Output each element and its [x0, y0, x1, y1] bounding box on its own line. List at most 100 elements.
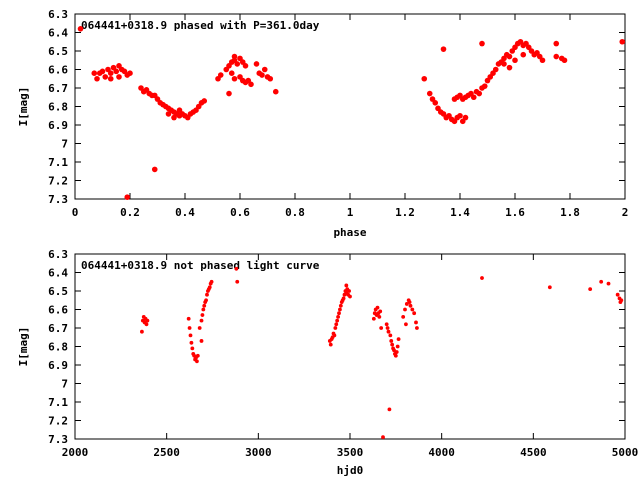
- plot-frame: [74, 253, 626, 440]
- x-axis-label: hjd0: [337, 464, 364, 477]
- data-point: [462, 114, 469, 121]
- data-point: [107, 70, 114, 76]
- y-tick-label: 6.3: [48, 248, 68, 261]
- data-point: [408, 303, 413, 308]
- data-point: [476, 90, 483, 97]
- data-point: [226, 90, 232, 97]
- data-point: [381, 435, 385, 440]
- x-axis-label: phase: [333, 226, 366, 239]
- data-point: [336, 315, 340, 319]
- data-point: [401, 315, 406, 319]
- x-tick-label: 0.4: [175, 206, 195, 219]
- data-point: [390, 342, 395, 347]
- data-point: [520, 51, 527, 58]
- data-point: [338, 307, 342, 312]
- data-point: [145, 318, 150, 323]
- chart-title: 064441+0318.9 phased with P=361.0day: [81, 19, 320, 32]
- data-point: [231, 75, 238, 82]
- y-tick-label: 7.3: [48, 433, 68, 446]
- x-tick-label: 4500: [520, 446, 547, 459]
- data-point: [102, 74, 109, 80]
- data-point: [389, 339, 394, 343]
- y-tick-label: 6.5: [48, 285, 68, 298]
- x-tick-label: 0.8: [285, 206, 305, 219]
- data-point: [407, 300, 412, 304]
- data-point: [259, 72, 265, 78]
- data-point: [116, 74, 122, 80]
- data-point: [328, 342, 333, 347]
- y-tick-label: 7.1: [48, 156, 68, 169]
- data-point: [588, 287, 593, 292]
- y-tick-label: 7: [61, 138, 68, 151]
- data-point: [248, 81, 254, 88]
- y-tick-label: 7.2: [48, 175, 68, 188]
- data-point: [151, 166, 158, 173]
- data-point: [201, 307, 206, 312]
- data-point: [204, 298, 208, 303]
- data-point: [547, 285, 552, 290]
- x-tick-label: 3500: [337, 446, 364, 459]
- data-point: [335, 318, 340, 323]
- chart-panel-1: 6.3 6.4 6.5 6.6 6.7 6.8 6.9 7 7.1 7.2 7.3 0 0.2 0.4 0.…: [17, 8, 628, 239]
- x-tick-label: 1.4: [450, 206, 470, 219]
- y-tick-label: 6.7: [48, 82, 68, 95]
- data-point: [371, 316, 376, 321]
- data-point: [91, 70, 98, 76]
- data-point: [386, 329, 391, 334]
- y-tick-label: 6.6: [48, 64, 68, 77]
- data-point: [231, 53, 238, 60]
- y-tick-label: 6.9: [48, 359, 68, 372]
- data-point: [333, 326, 338, 330]
- y-tick-label: 6.8: [48, 101, 68, 114]
- data-point: [426, 90, 433, 97]
- data-point: [253, 61, 260, 67]
- y-tick-label: 7.2: [48, 415, 68, 428]
- data-point: [506, 64, 513, 71]
- x-tick-label: 2: [622, 206, 629, 219]
- data-point: [480, 276, 484, 280]
- data-point: [385, 326, 390, 330]
- data-point: [347, 289, 351, 293]
- data-point: [561, 57, 568, 64]
- data-point: [165, 111, 172, 117]
- data-point: [127, 70, 133, 76]
- data-point: [207, 285, 212, 290]
- data-point: [176, 107, 183, 113]
- y-tick-label: 6.7: [48, 322, 68, 335]
- data-point: [113, 68, 120, 75]
- data-point: [234, 266, 239, 271]
- data-point: [479, 40, 485, 47]
- x-tick-label: 0: [72, 206, 79, 219]
- plot-frame: [74, 13, 626, 200]
- data-point: [393, 353, 398, 358]
- data-point: [186, 316, 191, 321]
- data-point: [492, 66, 499, 73]
- data-point: [99, 68, 106, 75]
- data-point: [195, 359, 199, 364]
- x-tick-label: 1: [347, 206, 354, 219]
- y-tick-label: 7.3: [48, 193, 68, 206]
- data-point: [348, 294, 352, 299]
- data-point: [209, 279, 214, 284]
- data-point: [375, 305, 380, 310]
- data-point: [506, 53, 513, 60]
- data-point: [332, 333, 337, 338]
- x-tick-label: 1.6: [505, 206, 525, 219]
- data-point: [606, 281, 611, 286]
- x-tick-label: 5000: [612, 446, 639, 459]
- y-tick-label: 6.9: [48, 119, 68, 132]
- data-point: [396, 337, 401, 341]
- x-tick-label: 2500: [153, 446, 180, 459]
- data-point: [187, 326, 192, 330]
- data-point: [334, 322, 339, 327]
- data-point: [205, 292, 209, 297]
- y-tick-label: 6.5: [48, 45, 68, 58]
- data-point: [189, 340, 194, 345]
- y-tick-label: 6.4: [48, 267, 68, 280]
- x-tick-label: 2000: [62, 446, 89, 459]
- data-point: [140, 329, 144, 334]
- data-point: [395, 344, 400, 349]
- data-point: [202, 303, 207, 308]
- data-point: [539, 57, 546, 64]
